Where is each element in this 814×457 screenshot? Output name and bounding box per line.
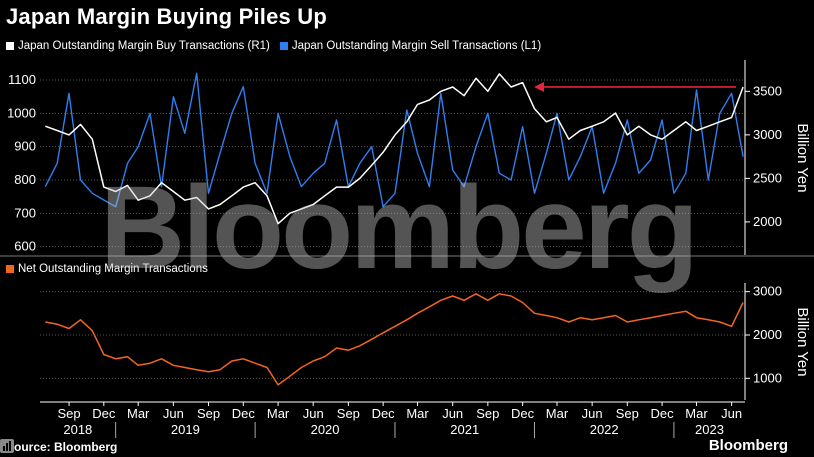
legend-label-sell: Japan Outstanding Margin Sell Transactio… [291,40,542,52]
left-tick-label: 1100 [8,72,36,87]
x-year-label: 2021 [450,422,479,437]
left-tick-label: 800 [14,172,36,187]
left-tick-label: 1000 [7,105,36,120]
left-tick-label: 600 [14,239,36,254]
x-year-label: 2022 [590,422,619,437]
x-month-label: Dec [372,406,396,421]
bottom-legend: Net Outstanding Margin Transactions [6,263,208,275]
x-month-label: Dec [92,406,116,421]
brand-logo-text: Bloomberg [708,437,788,454]
legend-item-sell: Japan Outstanding Margin Sell Transactio… [279,40,542,52]
bar-chart-icon [0,439,14,453]
x-month-label: Mar [685,406,708,421]
left-tick-label: 900 [14,139,36,154]
bottom-right-tick-label: 3000 [753,284,782,299]
x-month-label: Mar [127,406,150,421]
x-month-label: Mar [267,406,290,421]
x-month-label: Dec [511,406,535,421]
x-month-label: Jun [303,406,324,421]
right-tick-label: 3000 [753,127,782,142]
chart-title: Japan Margin Buying Piles Up [6,4,327,29]
unit-label-top: Billion Yen [794,123,811,192]
x-year-label: 2020 [311,422,340,437]
x-month-label: Sep [337,406,360,421]
unit-label-bottom: Billion Yen [794,307,811,376]
annotation-arrow-head [534,81,544,92]
right-tick-label: 2500 [753,170,782,185]
right-tick-label: 3500 [753,83,782,98]
x-month-label: Sep [197,406,220,421]
x-year-label: 2018 [63,422,92,437]
bottom-right-tick-label: 2000 [753,327,782,342]
x-month-label: Sep [57,406,80,421]
x-month-label: Sep [616,406,639,421]
x-year-label: 2023 [695,422,724,437]
x-month-label: Mar [406,406,429,421]
x-month-label: Sep [476,406,499,421]
x-month-label: Jun [721,406,742,421]
x-month-label: Jun [442,406,463,421]
x-year-label: 2019 [171,422,200,437]
x-month-label: Dec [232,406,256,421]
x-month-label: Dec [651,406,675,421]
x-month-label: Jun [163,406,184,421]
legend-item-buy: Japan Outstanding Margin Buy Transaction… [6,40,270,52]
left-tick-label: 700 [14,205,36,220]
series-line-net [45,293,744,386]
bottom-right-tick-label: 1000 [753,370,782,385]
series-line-sell [44,72,744,208]
source-label: Source: Bloomberg [6,440,118,454]
legend-swatch-sell [279,42,288,50]
right-tick-label: 2000 [753,214,782,229]
x-month-label: Mar [546,406,569,421]
legend-label-net: Net Outstanding Margin Transactions [18,263,208,275]
top-legend: Japan Outstanding Margin Buy Transaction… [6,40,551,52]
series-line-buy [45,73,744,225]
x-month-label: Jun [582,406,603,421]
legend-label-buy: Japan Outstanding Margin Buy Transaction… [18,40,270,52]
legend-swatch-buy [6,42,14,50]
legend-swatch-net [6,265,14,273]
